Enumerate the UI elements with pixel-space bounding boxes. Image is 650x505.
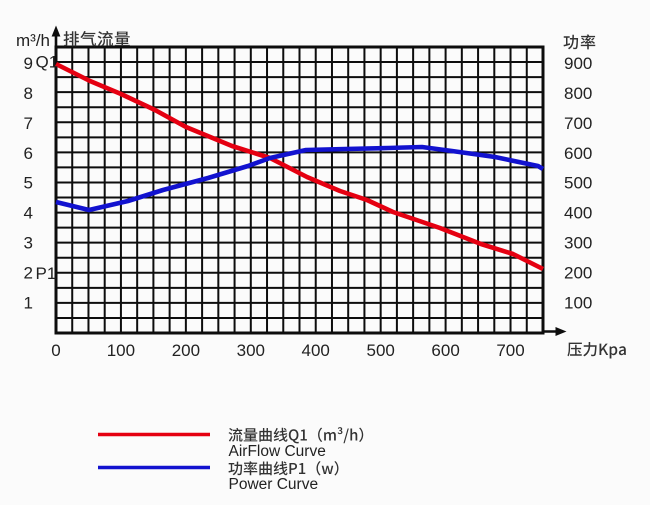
svg-text:400: 400 (564, 204, 592, 223)
svg-text:700: 700 (496, 341, 524, 360)
svg-text:500: 500 (367, 341, 395, 360)
svg-text:100: 100 (564, 293, 592, 312)
svg-text:500: 500 (564, 174, 592, 193)
svg-text:2: 2 (24, 263, 33, 282)
svg-text:4: 4 (24, 204, 33, 223)
svg-text:300: 300 (564, 234, 592, 253)
svg-text:0: 0 (51, 341, 60, 360)
svg-text:P1: P1 (36, 264, 57, 283)
svg-text:m³/h: m³/h (16, 31, 50, 50)
svg-text:100: 100 (107, 341, 135, 360)
svg-text:600: 600 (564, 144, 592, 163)
svg-text:AirFlow Curve: AirFlow Curve (229, 443, 326, 460)
svg-text:700: 700 (564, 114, 592, 133)
svg-text:Power Curve: Power Curve (229, 476, 319, 493)
svg-text:300: 300 (237, 341, 265, 360)
svg-text:600: 600 (431, 341, 459, 360)
svg-text:3: 3 (24, 234, 33, 253)
svg-text:1: 1 (24, 293, 33, 312)
svg-text:7: 7 (24, 114, 33, 133)
svg-text:6: 6 (24, 144, 33, 163)
svg-text:400: 400 (302, 341, 330, 360)
svg-text:5: 5 (24, 174, 33, 193)
svg-text:200: 200 (172, 341, 200, 360)
svg-text:8: 8 (24, 84, 33, 103)
svg-text:900: 900 (564, 54, 592, 73)
svg-text:800: 800 (564, 84, 592, 103)
svg-text:Q1: Q1 (36, 53, 59, 72)
svg-text:200: 200 (564, 263, 592, 282)
svg-text:9: 9 (24, 54, 33, 73)
